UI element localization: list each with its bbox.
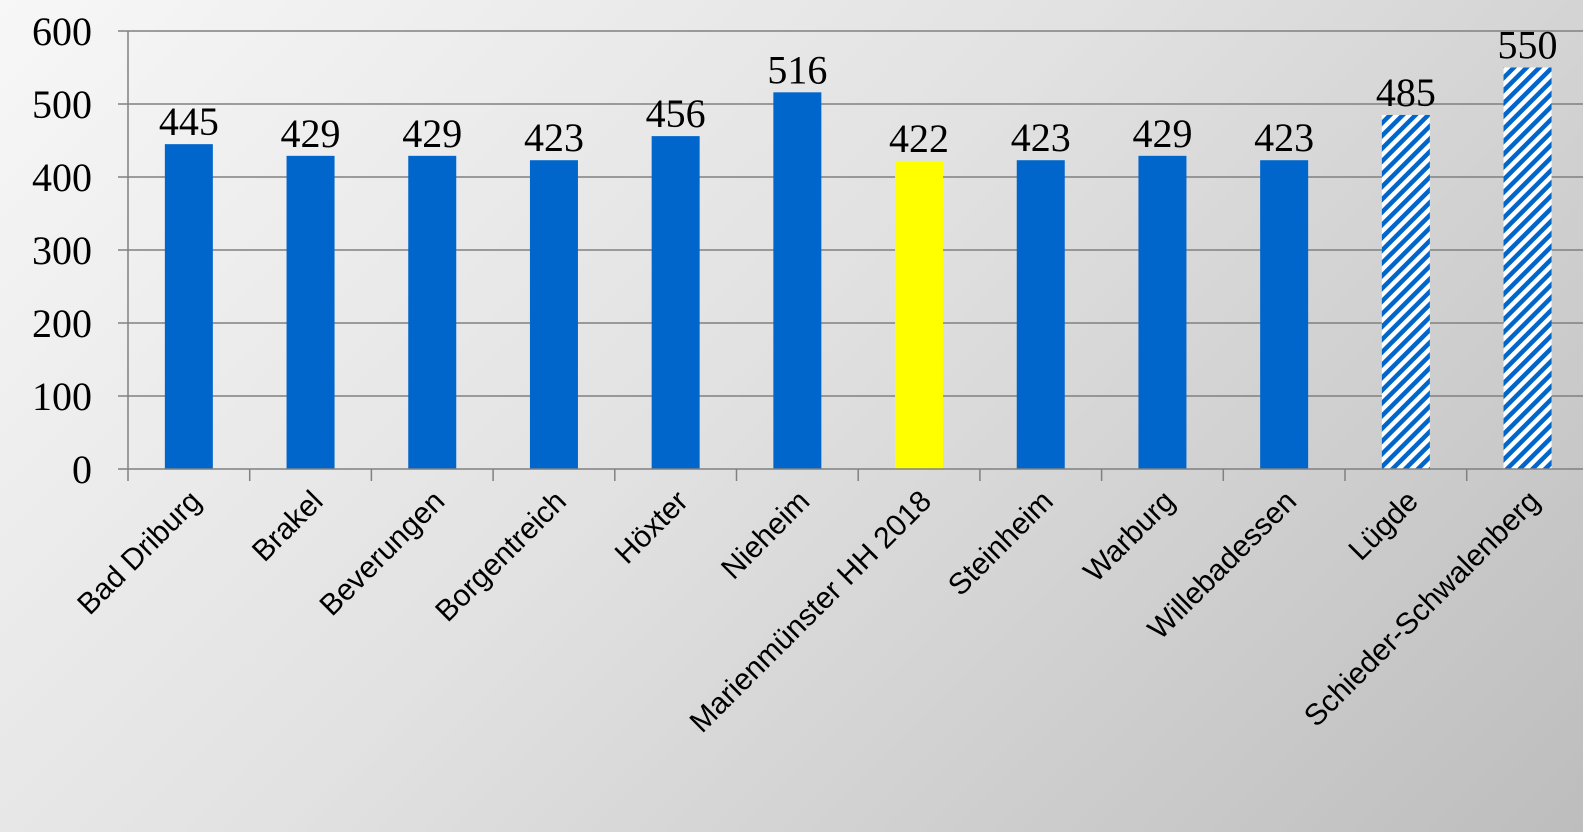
data-label: 456: [646, 91, 706, 136]
x-tick-label: Steinheim: [942, 485, 1060, 603]
x-tick-label: Borgentreich: [429, 485, 573, 629]
bar: [408, 155, 457, 469]
x-tick-label: Nieheim: [715, 485, 816, 586]
bar: [1381, 114, 1430, 469]
y-tick-label: 300: [32, 228, 92, 273]
axes: [118, 30, 1583, 481]
bars: [164, 67, 1552, 469]
bar: [529, 160, 578, 469]
x-tick-label: Beverungen: [313, 485, 451, 623]
bar: [1138, 155, 1187, 469]
data-label: 429: [1132, 111, 1192, 156]
data-label: 445: [159, 99, 219, 144]
x-tick-label: Lügde: [1342, 485, 1424, 567]
x-tick-label: Warburg: [1078, 485, 1182, 589]
bar: [773, 92, 822, 469]
y-tick-label: 600: [32, 9, 92, 54]
data-label: 423: [524, 115, 584, 160]
data-label: 485: [1376, 70, 1436, 115]
y-tick-label: 0: [72, 447, 92, 492]
x-tick-label: Brakel: [246, 485, 329, 568]
bar: [651, 136, 700, 469]
y-tick-label: 400: [32, 155, 92, 200]
data-label: 516: [767, 47, 827, 92]
data-label: 429: [402, 111, 462, 156]
x-tick-label: Höxter: [609, 485, 695, 571]
x-tick-label: Marienmünster HH 2018: [684, 485, 938, 739]
data-label: 550: [1498, 23, 1558, 68]
data-label: 423: [1254, 115, 1314, 160]
bar: [1260, 160, 1309, 469]
y-tick-label: 200: [32, 301, 92, 346]
bar: [286, 155, 335, 469]
bar: [164, 144, 213, 469]
bar: [1503, 67, 1552, 469]
bar: [1016, 160, 1065, 469]
data-label: 423: [1011, 115, 1071, 160]
gridlines: [128, 30, 1583, 397]
bar: [895, 160, 944, 469]
data-label: 429: [281, 111, 341, 156]
y-tick-label: 100: [32, 374, 92, 419]
x-tick-label: Bad Driburg: [71, 485, 208, 622]
y-tick-label: 500: [32, 82, 92, 127]
data-label: 422: [889, 116, 949, 161]
x-tick-label: Schieder-Schwalenberg: [1298, 485, 1547, 734]
